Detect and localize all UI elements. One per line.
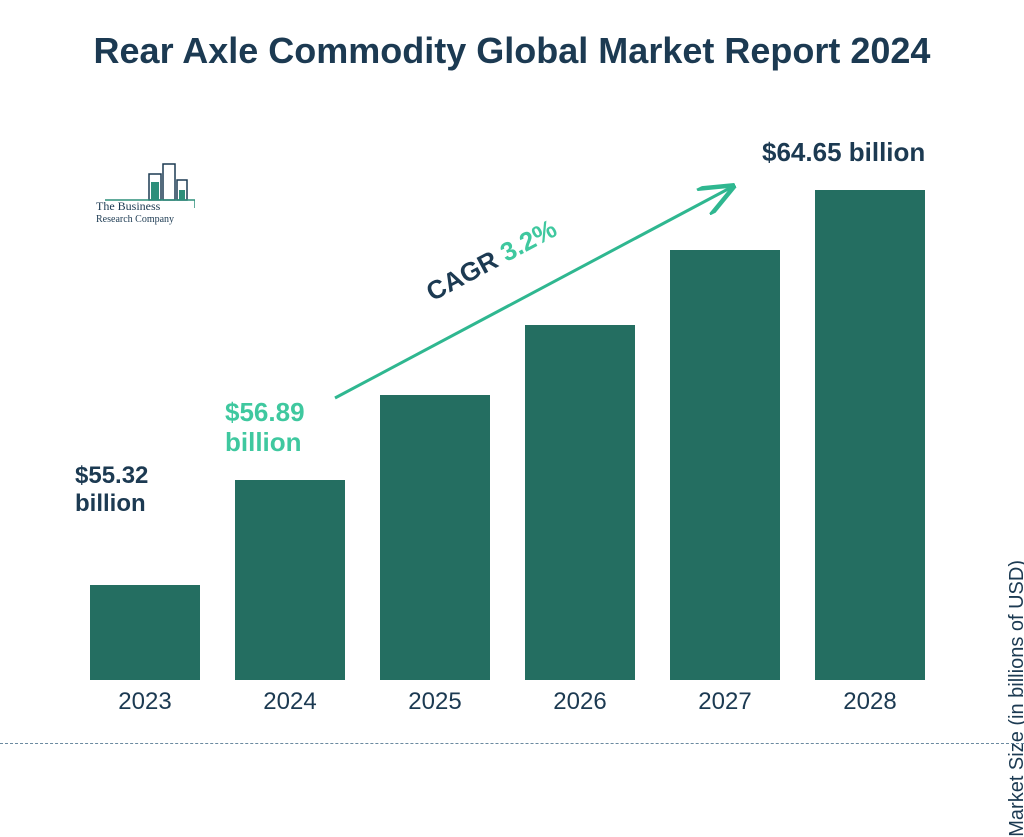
value-2028-line1: $64.65 billion xyxy=(762,137,925,167)
xlabel-2026: 2026 xyxy=(525,688,635,716)
xlabel-2024: 2024 xyxy=(235,688,345,716)
y-axis-label: Market Size (in billions of USD) xyxy=(1006,560,1024,837)
value-label-2024: $56.89 billion xyxy=(225,398,305,458)
bar-2023 xyxy=(90,585,200,680)
xlabel-2027: 2027 xyxy=(670,688,780,716)
bar-2024 xyxy=(235,480,345,680)
value-label-2023: $55.32 billion xyxy=(75,462,148,517)
bottom-divider xyxy=(0,743,1024,744)
bar-2026 xyxy=(525,325,635,680)
xlabel-2028: 2028 xyxy=(815,688,925,716)
value-label-2028: $64.65 billion xyxy=(762,138,925,168)
value-2023-line2: billion xyxy=(75,490,146,517)
value-2024-line1: $56.89 xyxy=(225,397,305,427)
bar-2025 xyxy=(380,395,490,680)
chart-title: Rear Axle Commodity Global Market Report… xyxy=(0,28,1024,73)
xlabel-2025: 2025 xyxy=(380,688,490,716)
value-2023-line1: $55.32 xyxy=(75,462,148,489)
value-2024-line2: billion xyxy=(225,427,302,457)
bar-2028 xyxy=(815,190,925,680)
xlabel-2023: 2023 xyxy=(90,688,200,716)
bar-2027 xyxy=(670,250,780,680)
